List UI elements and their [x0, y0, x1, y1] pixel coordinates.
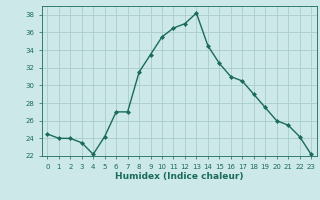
X-axis label: Humidex (Indice chaleur): Humidex (Indice chaleur): [115, 172, 244, 181]
